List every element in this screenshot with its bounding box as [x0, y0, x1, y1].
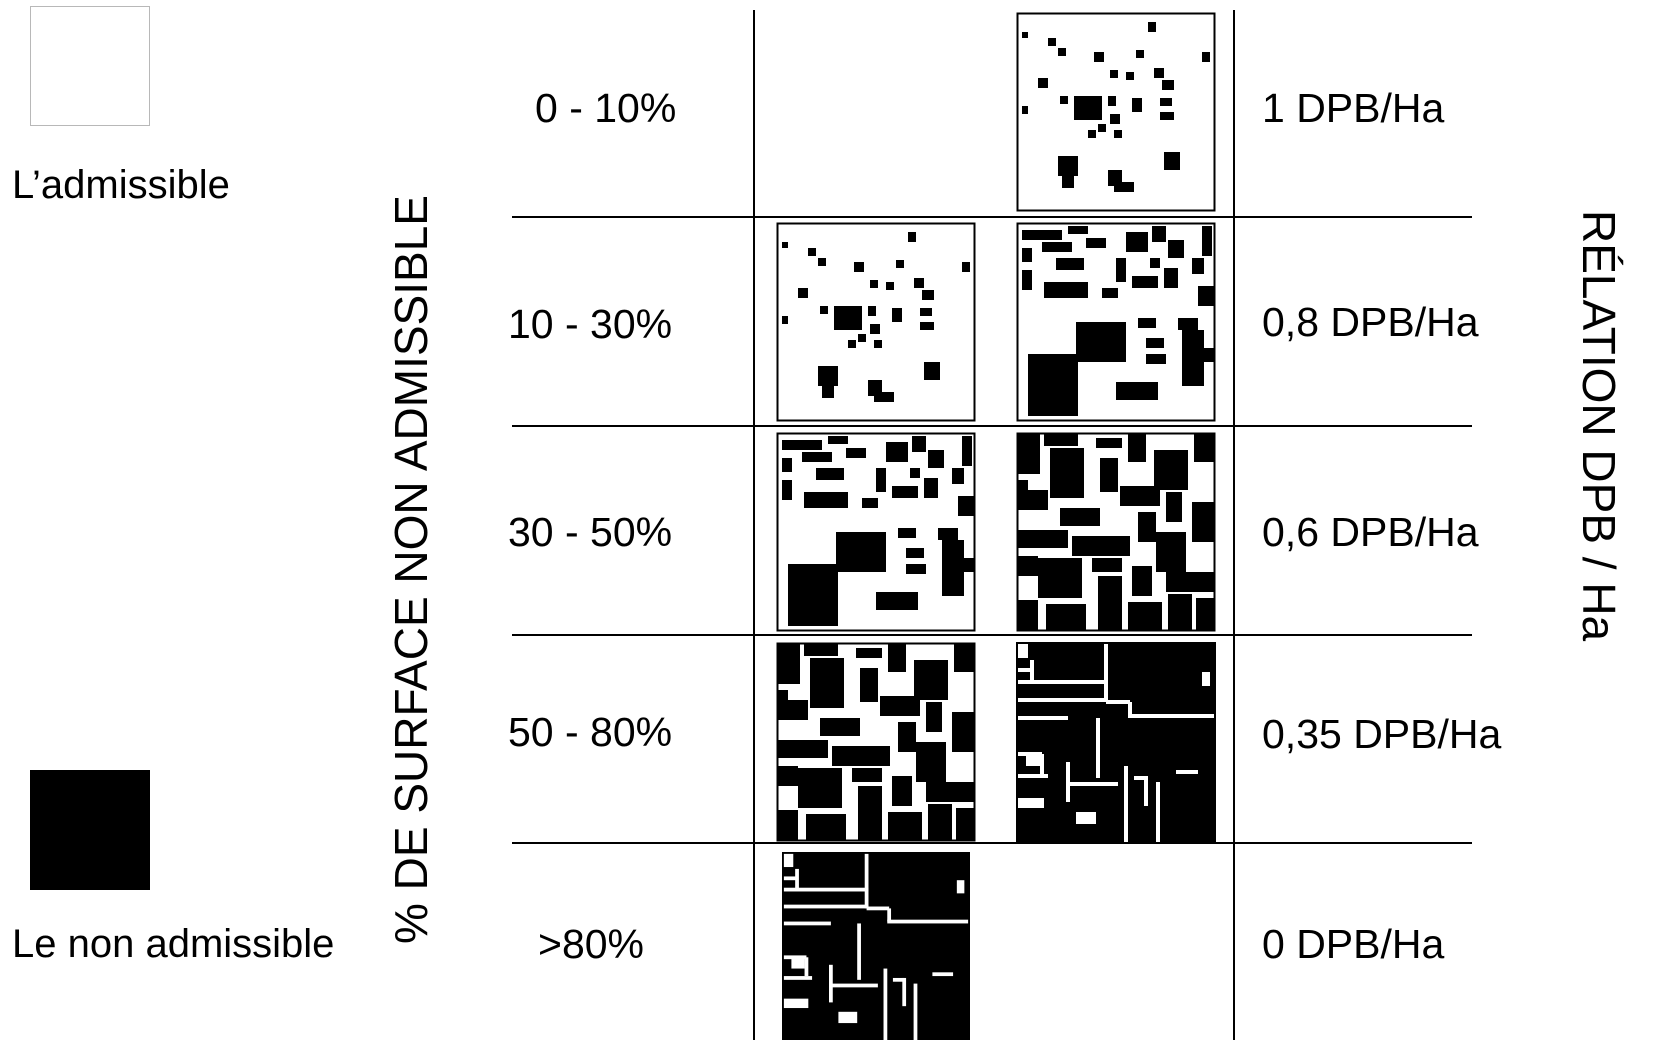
legend-swatch-non-admissible [30, 770, 150, 890]
relation-label-row-5: 0 DPB/Ha [1262, 921, 1445, 967]
pattern-tile-row-2-left [776, 222, 976, 422]
pattern-tile-row-4-right [1016, 642, 1216, 842]
pattern-tile-row-5-left [776, 852, 976, 1040]
relation-label-row-1: 1 DPB/Ha [1262, 85, 1445, 131]
right-axis-title: RÉLATION DPB / Ha [1573, 210, 1625, 642]
pattern-tile-row-1-right [1016, 12, 1216, 212]
relation-label-row-4: 0,35 DPB/Ha [1262, 711, 1502, 757]
range-label-row-4: 50 - 80% [508, 709, 673, 755]
range-label-row-3: 30 - 50% [508, 509, 673, 555]
legend-label-admissible: L’admissible [12, 163, 230, 207]
row-divider [512, 634, 1472, 636]
column-divider-left [753, 10, 755, 1040]
pattern-tile-row-2-right [1016, 222, 1216, 422]
row-divider [512, 842, 1472, 844]
pattern-tile-row-3-right [1016, 432, 1216, 632]
legend-label-non-admissible: Le non admissible [12, 922, 335, 966]
legend-swatch-admissible [30, 6, 150, 126]
left-axis-title: % DE SURFACE NON ADMISSIBLE [385, 195, 437, 944]
column-divider-right [1233, 10, 1235, 1040]
pattern-tile-row-4-left [776, 642, 976, 842]
row-divider [512, 425, 1472, 427]
range-label-row-1: 0 - 10% [535, 85, 677, 131]
relation-label-row-3: 0,6 DPB/Ha [1262, 509, 1479, 555]
row-divider [512, 216, 1472, 218]
pattern-tile-row-3-left [776, 432, 976, 632]
range-label-row-2: 10 - 30% [508, 301, 673, 347]
range-label-row-5: >80% [538, 921, 645, 967]
relation-label-row-2: 0,8 DPB/Ha [1262, 299, 1479, 345]
